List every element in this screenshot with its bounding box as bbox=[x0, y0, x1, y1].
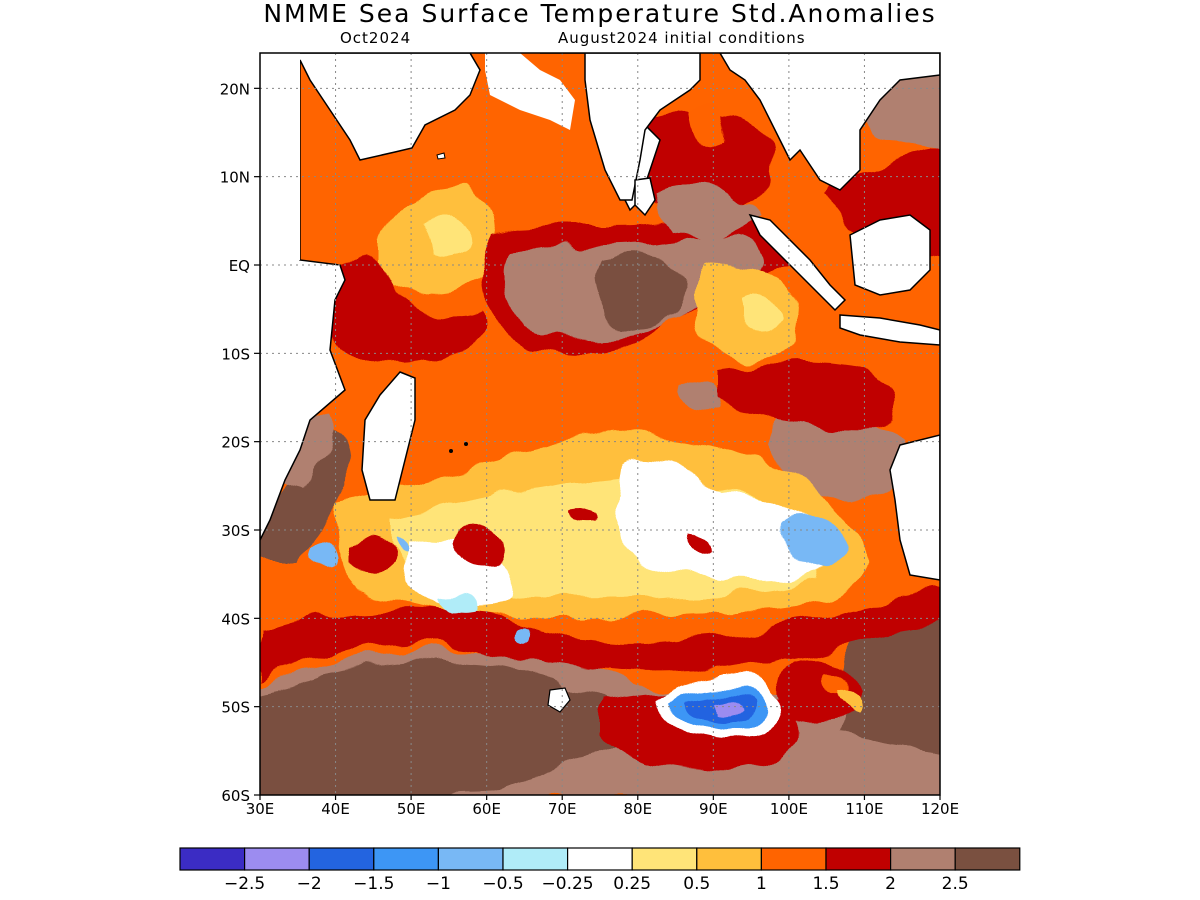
colorbar-label: −0.5 bbox=[482, 874, 523, 894]
lon-tick-label: 90E bbox=[699, 800, 728, 818]
colorbar-label: −1.5 bbox=[353, 874, 394, 894]
lon-tick-label: 60E bbox=[472, 800, 501, 818]
colorbar-swatch bbox=[954, 847, 1021, 871]
colorbar-swatch bbox=[373, 847, 439, 871]
lon-tick-label: 100E bbox=[770, 800, 808, 818]
colorbar-swatch bbox=[566, 847, 633, 871]
colorbar-swatch bbox=[696, 847, 762, 871]
lat-tick-label: EQ bbox=[229, 257, 250, 275]
initial-conditions-label: August2024 initial conditions bbox=[558, 29, 806, 47]
lat-tick-label: 20S bbox=[221, 434, 250, 452]
lat-tick-label: 40S bbox=[221, 610, 250, 628]
lon-tick-label: 40E bbox=[321, 800, 350, 818]
colorbar-label: −2 bbox=[297, 874, 322, 894]
colorbar-swatch bbox=[760, 847, 827, 871]
anomaly-field bbox=[260, 53, 940, 795]
colorbar-swatch bbox=[179, 847, 246, 871]
colorbar-swatch bbox=[308, 847, 375, 871]
lon-tick-label: 80E bbox=[623, 800, 652, 818]
lon-tick-label: 120E bbox=[921, 800, 959, 818]
lat-tick-label: 10S bbox=[221, 345, 250, 363]
land bbox=[260, 53, 940, 713]
colorbar-label: −0.25 bbox=[542, 874, 594, 894]
colorbar-label: 1 bbox=[756, 874, 767, 894]
colorbar-label: −1 bbox=[426, 874, 451, 894]
lon-tick-label: 70E bbox=[548, 800, 577, 818]
colorbar-swatch bbox=[244, 847, 310, 871]
forecast-month-label: Oct2024 bbox=[340, 29, 412, 47]
colorbar-swatch bbox=[889, 847, 956, 871]
lon-tick-label: 30E bbox=[246, 800, 275, 818]
map-frame bbox=[259, 52, 941, 796]
lon-tick-label: 50E bbox=[397, 800, 426, 818]
colorbar-swatch bbox=[631, 847, 698, 871]
map-title: NMME Sea Surface Temperature Std.Anomali… bbox=[263, 0, 937, 28]
colorbar-label: 0.25 bbox=[613, 874, 651, 894]
colorbar-swatch bbox=[825, 847, 892, 871]
colorbar-label: 2 bbox=[885, 874, 896, 894]
colorbar-swatch bbox=[437, 847, 504, 871]
colorbar-label: 2.5 bbox=[942, 874, 969, 894]
lat-tick-label: 10N bbox=[220, 169, 250, 187]
colorbar-swatch bbox=[502, 847, 569, 871]
colorbar: −2.5 −2 −1.5 −1 −0.5 −0.25 0.25 0.5 1 1.5 2 2.5 bbox=[179, 847, 1021, 894]
colorbar-label: 1.5 bbox=[812, 874, 839, 894]
lon-tick-label: 110E bbox=[845, 800, 883, 818]
lat-tick-label: 30S bbox=[221, 522, 250, 540]
lat-tick-label: 20N bbox=[220, 80, 250, 98]
lat-tick-label: 50S bbox=[221, 699, 250, 717]
lat-tick-label: 60S bbox=[221, 787, 250, 805]
colorbar-label: −2.5 bbox=[224, 874, 265, 894]
colorbar-label: 0.5 bbox=[683, 874, 710, 894]
map-grid bbox=[260, 53, 940, 795]
